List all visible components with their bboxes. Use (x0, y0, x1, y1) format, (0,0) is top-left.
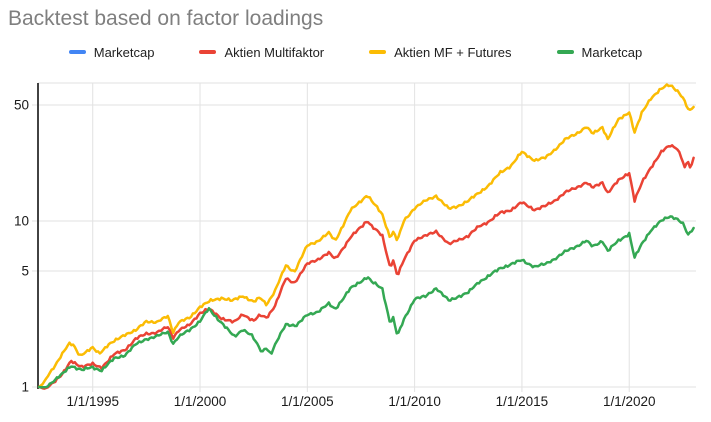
legend-item-aktien-multifaktor[interactable]: Aktien Multifaktor (199, 45, 324, 60)
legend-swatch-green-icon (556, 50, 574, 54)
x-axis-label-2000: 1/1/2000 (174, 394, 227, 409)
legend-swatch-yellow-icon (369, 50, 387, 54)
legend-label: Aktien MF + Futures (394, 44, 512, 60)
x-axis-label-2015: 1/1/2015 (496, 394, 549, 409)
legend-label: Marketcap (581, 44, 643, 60)
x-axis-label-1995: 1/1/1995 (66, 394, 119, 409)
legend: Marketcap Aktien Multifaktor Aktien MF +… (0, 43, 711, 61)
x-axis-label-2020: 1/1/2020 (603, 394, 656, 409)
legend-swatch-blue-icon (68, 50, 86, 54)
chart-title: Backtest based on factor loadings (8, 7, 324, 30)
legend-label: Marketcap (93, 44, 155, 60)
y-axis-label-10: 10 (14, 214, 29, 229)
legend-item-marketcap-blue[interactable]: Marketcap (68, 44, 155, 60)
legend-item-marketcap-green[interactable]: Marketcap (556, 44, 643, 60)
y-axis-label-1: 1 (21, 380, 29, 395)
series-line-2 (37, 83, 695, 389)
legend-swatch-red-icon (199, 50, 217, 54)
series-line-1 (37, 144, 695, 390)
legend-item-aktien-mf-futures[interactable]: Aktien MF + Futures (369, 44, 512, 60)
y-axis-label-50: 50 (14, 97, 29, 112)
series-line-3 (37, 215, 695, 389)
x-axis-label-2005: 1/1/2005 (281, 394, 334, 409)
y-axis-label-5: 5 (21, 263, 29, 278)
x-axis-label-2010: 1/1/2010 (388, 394, 441, 409)
legend-label: Aktien Multifaktor (224, 44, 325, 60)
